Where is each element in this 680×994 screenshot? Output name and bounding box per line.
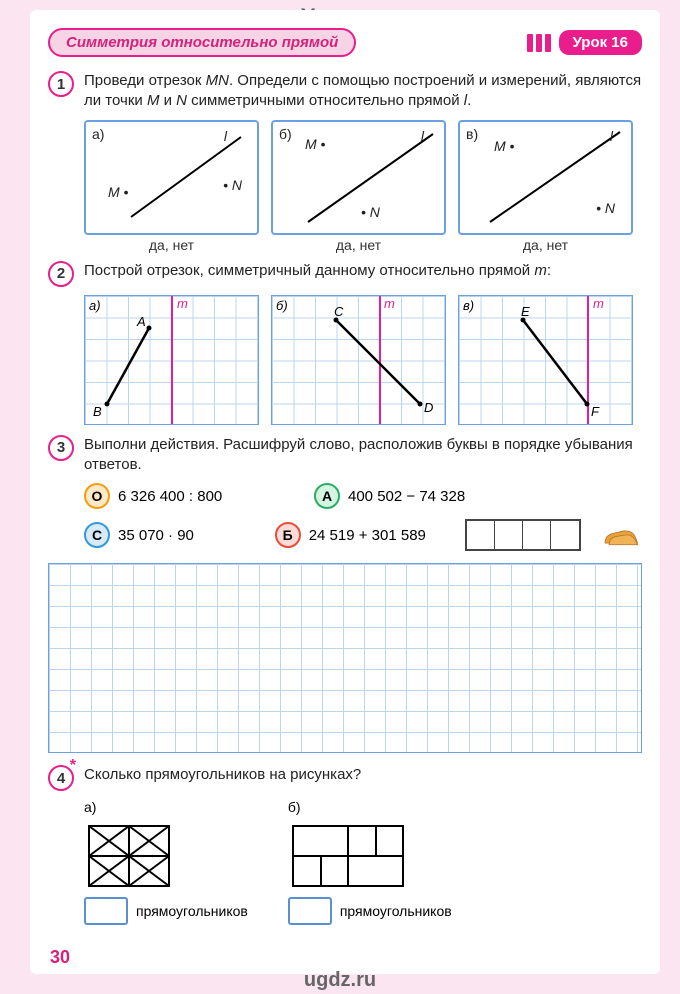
t1-n: N: [176, 92, 187, 109]
t2a-svg: [85, 296, 260, 426]
t4-block-b: б) прямоугольников: [288, 799, 452, 925]
badge-A: А: [314, 483, 340, 509]
t4b-caption: прямоугольников: [288, 897, 452, 925]
badge-O: О: [84, 483, 110, 509]
t1-panel-a: а) l M • • N: [84, 120, 259, 235]
t2b-D: D: [424, 400, 433, 415]
t4-block-a: а) прямоугольников: [84, 799, 248, 925]
task-1-text: Проведи отрезок MN. Определи с помощью п…: [84, 71, 642, 112]
task-2-number: 2: [48, 261, 74, 287]
t4a-caption: прямоугольников: [84, 897, 248, 925]
header-row: Симметрия относительно прямой Урок 16: [48, 28, 642, 57]
task4-figures: а) прямоугольников б): [84, 799, 642, 925]
t2-m: m: [534, 262, 547, 279]
t4a-figure: [84, 821, 174, 891]
calc-C: С 35 070 · 90: [84, 522, 255, 548]
t1v-N: • N: [596, 200, 615, 216]
expr-C: 35 070 · 90: [118, 527, 194, 544]
task-2: 2 Построй отрезок, симметричный данному …: [48, 261, 642, 287]
work-grid[interactable]: [48, 563, 642, 753]
task-1: 1 Проведи отрезок MN. Определи с помощью…: [48, 71, 642, 112]
t1a-N: • N: [223, 177, 242, 193]
t1-m: M: [147, 92, 160, 109]
task-4-number: * 4: [48, 765, 74, 791]
t4b-caption-text: прямоугольников: [340, 903, 452, 919]
expr-A: 400 502 − 74 328: [348, 488, 465, 505]
t2-colon: :: [547, 262, 551, 279]
t1b-l: l: [421, 128, 424, 144]
task-3-number: 3: [48, 435, 74, 461]
answer-boxes[interactable]: [465, 519, 581, 551]
header-ticks: [527, 34, 551, 52]
t1a-answer: да, нет: [84, 237, 259, 253]
t2-panel-v: в) m E F: [458, 295, 633, 425]
task-4-text: Сколько прямоугольников на рисунках?: [84, 765, 361, 791]
t4-num: 4: [57, 770, 65, 787]
t1b-M: M •: [305, 136, 325, 152]
t1a-M: M •: [108, 184, 128, 200]
lesson-pill: Урок 16: [559, 30, 642, 55]
t1b-N: • N: [361, 204, 380, 220]
t1a: Проведи отрезок: [84, 72, 206, 89]
t2-panel-b: б) m C D: [271, 295, 446, 425]
topic-pill: Симметрия относительно прямой: [48, 28, 356, 57]
t1b-answer: да, нет: [271, 237, 446, 253]
t1-panel-a-col: а) l M • • N да, нет: [84, 120, 259, 253]
t1-and: и: [159, 92, 176, 109]
t1c: симметричными относительно прямой: [187, 92, 464, 109]
page: Симметрия относительно прямой Урок 16 1 …: [30, 10, 660, 974]
task-2-text: Построй отрезок, симметричный данному от…: [84, 261, 551, 287]
t1-panel-v: в) l M • • N: [458, 120, 633, 235]
t2v-F: F: [591, 404, 599, 419]
expr-B: 24 519 + 301 589: [309, 527, 426, 544]
t1-panel-b-col: б) l M • • N да, нет: [271, 120, 446, 253]
star-icon: *: [70, 757, 76, 775]
shoes-icon: [601, 515, 642, 555]
t1v-answer: да, нет: [458, 237, 633, 253]
t4a-caption-text: прямоугольников: [136, 903, 248, 919]
t1a-l: l: [224, 128, 227, 144]
task2-panels: а) m A B б) m C D в) m: [84, 295, 642, 425]
task-1-number: 1: [48, 71, 74, 97]
task1-panels: а) l M • • N да, нет б) l M • • N да, не…: [84, 120, 642, 253]
t2v-E: E: [521, 304, 530, 319]
t2-panel-a: а) m A B: [84, 295, 259, 425]
t4b-input[interactable]: [288, 897, 332, 925]
calc-O: О 6 326 400 : 800: [84, 483, 294, 509]
task-3-text: Выполни действия. Расшифруй слово, распо…: [84, 435, 642, 476]
calc-A: А 400 502 − 74 328: [314, 483, 524, 509]
t1v-l: l: [610, 128, 613, 144]
t1-dot: .: [467, 92, 471, 109]
t4b-label: б): [288, 799, 452, 815]
t2a-B: B: [93, 404, 102, 419]
task-4: * 4 Сколько прямоугольников на рисунках?: [48, 765, 642, 791]
t1v-M: M •: [494, 138, 514, 154]
calc-row-1: О 6 326 400 : 800 А 400 502 − 74 328: [84, 483, 642, 509]
t1-panel-v-col: в) l M • • N да, нет: [458, 120, 633, 253]
expr-O: 6 326 400 : 800: [118, 488, 222, 505]
calc-B: Б 24 519 + 301 589: [275, 522, 446, 548]
badge-B: Б: [275, 522, 301, 548]
t2b-svg: [272, 296, 447, 426]
watermark-bottom: ugdz.ru: [0, 969, 680, 992]
calc-row-2: С 35 070 · 90 Б 24 519 + 301 589: [84, 515, 642, 555]
t2v-svg: [459, 296, 634, 426]
t1-mn: MN: [206, 72, 229, 89]
t2a: Построй отрезок, симметричный данному от…: [84, 262, 534, 279]
t1-panel-b: б) l M • • N: [271, 120, 446, 235]
page-number: 30: [50, 947, 70, 968]
t1v-svg: [460, 122, 635, 237]
t4a-input[interactable]: [84, 897, 128, 925]
t4b-figure: [288, 821, 408, 891]
t2a-A: A: [137, 314, 146, 329]
t2b-C: C: [334, 304, 343, 319]
t4a-label: а): [84, 799, 248, 815]
task-3: 3 Выполни действия. Расшифруй слово, рас…: [48, 435, 642, 476]
badge-C: С: [84, 522, 110, 548]
